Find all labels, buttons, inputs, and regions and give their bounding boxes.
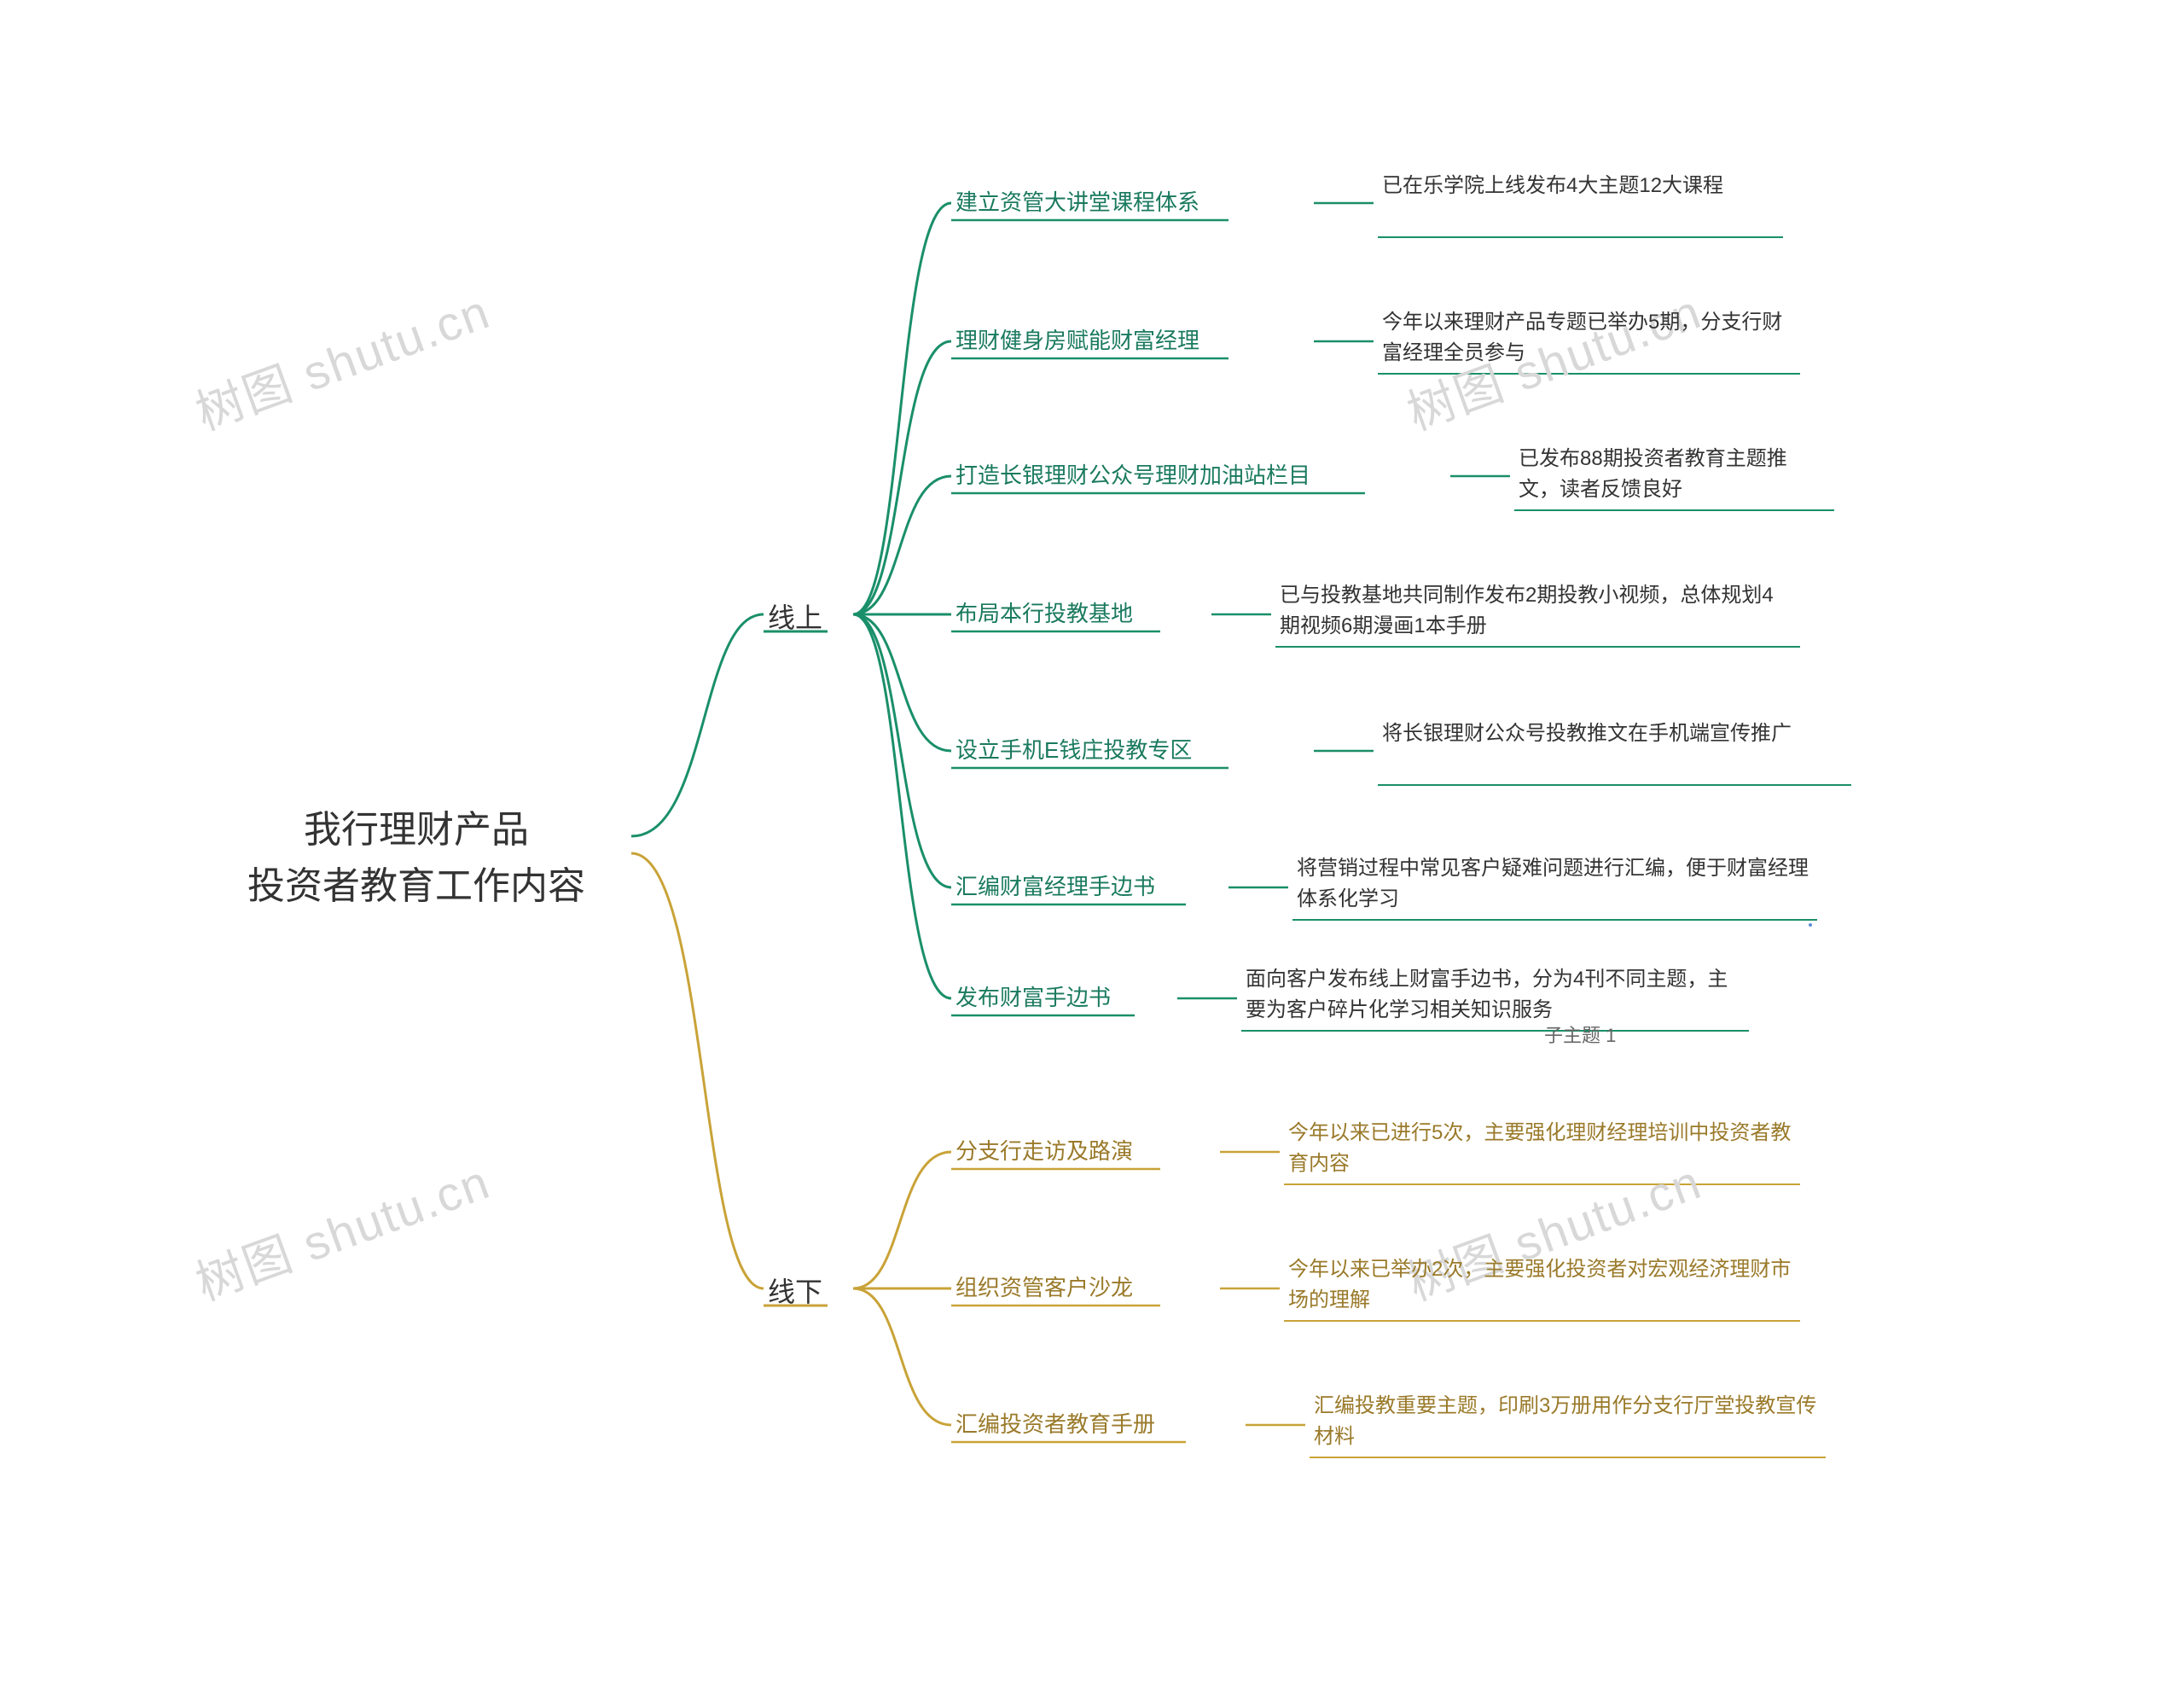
online-item-2[interactable]: 理财健身房赋能财富经理 bbox=[956, 324, 1199, 358]
online-item-7[interactable]: 发布财富手边书 bbox=[956, 981, 1111, 1015]
online-leaf-5: 将长银理财公众号投教推文在手机端宣传推广 bbox=[1382, 718, 1843, 749]
root-node[interactable]: 我行理财产品 投资者教育工作内容 bbox=[247, 802, 585, 915]
offline-leaf-3: 汇编投教重要主题，印刷3万册用作分支行厅堂投教宣传材料 bbox=[1314, 1391, 1817, 1452]
online-item-3[interactable]: 打造长银理财公众号理财加油站栏目 bbox=[956, 459, 1310, 492]
watermark: 树图 shutu.cn bbox=[185, 1144, 498, 1315]
watermark: 树图 shutu.cn bbox=[185, 274, 498, 445]
online-leaf-4: 已与投教基地共同制作发布2期投教小视频，总体规划4期视频6期漫画1本手册 bbox=[1280, 580, 1792, 642]
root-line1: 我行理财产品 bbox=[247, 802, 585, 858]
branch-offline[interactable]: 线下 bbox=[768, 1271, 822, 1312]
offline-item-1[interactable]: 分支行走访及路演 bbox=[956, 1135, 1133, 1168]
online-item-4[interactable]: 布局本行投教基地 bbox=[956, 597, 1133, 631]
offline-item-2[interactable]: 组织资管客户沙龙 bbox=[956, 1271, 1133, 1305]
online-leaf-2: 今年以来理财产品专题已举办5期，分支行财富经理全员参与 bbox=[1382, 307, 1792, 369]
online-item-6[interactable]: 汇编财富经理手边书 bbox=[956, 870, 1155, 904]
floating-subtopic-label[interactable]: 子主题 1 bbox=[1544, 1021, 1616, 1048]
stray-dot bbox=[1809, 923, 1812, 927]
offline-leaf-2: 今年以来已举办2次，主要强化投资者对宏观经济理财市场的理解 bbox=[1288, 1254, 1792, 1316]
online-leaf-6: 将营销过程中常见客户疑难问题进行汇编，便于财富经理体系化学习 bbox=[1297, 853, 1809, 915]
online-item-1[interactable]: 建立资管大讲堂课程体系 bbox=[956, 186, 1199, 219]
branch-online[interactable]: 线上 bbox=[768, 597, 822, 638]
online-leaf-1: 已在乐学院上线发布4大主题12大课程 bbox=[1382, 171, 1774, 201]
offline-item-3[interactable]: 汇编投资者教育手册 bbox=[956, 1408, 1155, 1441]
online-item-5[interactable]: 设立手机E钱庄投教专区 bbox=[956, 734, 1192, 767]
offline-leaf-1: 今年以来已进行5次，主要强化理财经理培训中投资者教育内容 bbox=[1288, 1118, 1792, 1179]
online-leaf-3: 已发布88期投资者教育主题推文，读者反馈良好 bbox=[1519, 444, 1826, 505]
online-leaf-7: 面向客户发布线上财富手边书，分为4刊不同主题，主要为客户碎片化学习相关知识服务 bbox=[1246, 964, 1740, 1026]
root-line2: 投资者教育工作内容 bbox=[247, 858, 585, 915]
